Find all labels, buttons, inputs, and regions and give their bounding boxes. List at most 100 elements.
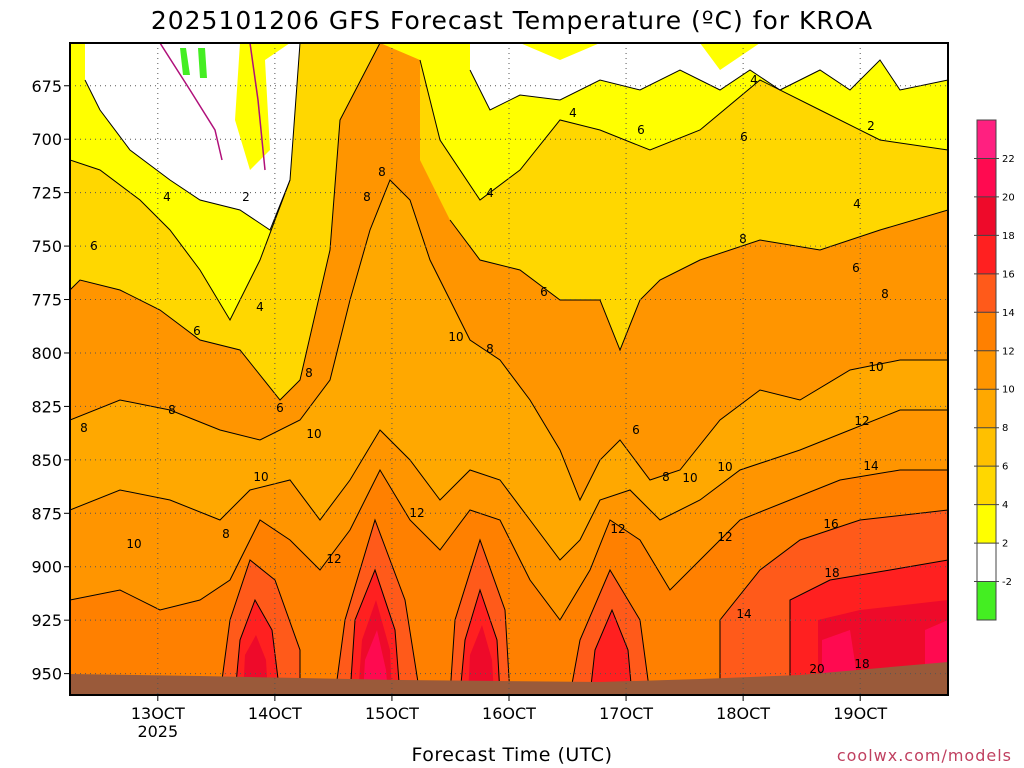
contour-label: 6 bbox=[637, 123, 645, 137]
x-tick-label: 14OCT bbox=[248, 704, 302, 723]
x-tick-label: 16OCT bbox=[482, 704, 536, 723]
terrain bbox=[70, 662, 948, 695]
contour-label: 10 bbox=[717, 460, 732, 474]
colorbar-label: 2 bbox=[1002, 539, 1008, 550]
colorbar-label: 4 bbox=[1002, 500, 1008, 511]
x-tick-label: 13OCT bbox=[131, 704, 185, 723]
contour-line bbox=[70, 43, 301, 322]
freezing-contour bbox=[159, 43, 266, 171]
contour-label: 8 bbox=[486, 342, 494, 356]
x-axis-label: Forecast Time (UTC) bbox=[411, 744, 613, 766]
x-tick-label: 15OCT bbox=[365, 704, 419, 723]
y-tick-label: 800 bbox=[31, 344, 62, 363]
contour-label: 8 bbox=[739, 232, 747, 246]
contour-label: 4 bbox=[750, 73, 758, 87]
colorbar-swatch bbox=[977, 543, 996, 583]
contour-label: 8 bbox=[662, 470, 670, 484]
credit-link[interactable]: coolwx.com/models bbox=[836, 746, 1012, 765]
grid bbox=[70, 43, 948, 695]
y-tick-label: 700 bbox=[31, 130, 62, 149]
contour-label: 8 bbox=[363, 190, 371, 204]
colorbar-label: 20 bbox=[1002, 192, 1015, 203]
colorbar-label: 12 bbox=[1002, 346, 1015, 357]
contour-label: 6 bbox=[90, 239, 98, 253]
colorbar-label: 10 bbox=[1002, 385, 1015, 396]
y-tick-label: 825 bbox=[31, 397, 62, 416]
colorbar-swatch bbox=[977, 158, 996, 198]
colorbar-swatch bbox=[977, 312, 996, 352]
y-tick-label: 900 bbox=[31, 558, 62, 577]
contour-label: 6 bbox=[852, 261, 860, 275]
contour-label: 2 bbox=[867, 119, 875, 133]
contour-label: 6 bbox=[193, 324, 201, 338]
y-tick-label: 850 bbox=[31, 451, 62, 470]
contour-label: 16 bbox=[823, 517, 838, 531]
y-tick-label: 750 bbox=[31, 237, 62, 256]
temp-band bbox=[220, 510, 948, 695]
contour-label: 10 bbox=[868, 360, 883, 374]
colorbar-label: 14 bbox=[1002, 308, 1015, 319]
contour-label: 18 bbox=[824, 566, 839, 580]
x-tick-sublabel: 2025 bbox=[137, 722, 178, 741]
colorbar-label: -2 bbox=[1002, 577, 1012, 588]
colorbar-swatch bbox=[977, 389, 996, 429]
colorbar-label: 18 bbox=[1002, 231, 1015, 242]
contour-label: 6 bbox=[540, 285, 548, 299]
contour-line bbox=[70, 179, 948, 502]
contour-label: 8 bbox=[378, 165, 386, 179]
contour-label: 8 bbox=[168, 403, 176, 417]
colorbar-swatch bbox=[977, 350, 996, 390]
colorbar-swatch bbox=[977, 273, 996, 313]
x-tick-label: 19OCT bbox=[833, 704, 887, 723]
contour-label: 8 bbox=[222, 527, 230, 541]
contour-label: 8 bbox=[80, 421, 88, 435]
contour-label: 4 bbox=[569, 106, 577, 120]
contour-label: 8 bbox=[305, 366, 313, 380]
temp-band bbox=[70, 43, 380, 400]
contour-label: 4 bbox=[853, 197, 861, 211]
contour-label: 4 bbox=[256, 300, 264, 314]
contour-line bbox=[419, 59, 948, 201]
contour-line bbox=[234, 559, 948, 695]
contour-label: 4 bbox=[486, 186, 494, 200]
colorbar-label: 22 bbox=[1002, 154, 1015, 165]
temp-band bbox=[180, 48, 207, 78]
temp-band bbox=[470, 43, 948, 110]
contour-label: 4 bbox=[163, 190, 171, 204]
contour-label: 6 bbox=[276, 401, 284, 415]
colorbar-swatch bbox=[977, 427, 996, 467]
contour-label: 10 bbox=[126, 537, 141, 551]
contour-label: 12 bbox=[717, 530, 732, 544]
y-tick-label: 675 bbox=[31, 77, 62, 96]
contour-label: 10 bbox=[306, 427, 321, 441]
contour-label: 14 bbox=[863, 459, 878, 473]
y-tick-label: 950 bbox=[31, 665, 62, 684]
colorbar-label: 8 bbox=[1002, 423, 1008, 434]
temp-band bbox=[363, 620, 948, 695]
colorbar-swatch bbox=[977, 581, 996, 621]
colorbar-swatch bbox=[977, 466, 996, 506]
temp-band bbox=[420, 60, 948, 350]
colorbar-swatch bbox=[977, 235, 996, 275]
contour-label: 12 bbox=[610, 522, 625, 536]
x-tick-label: 18OCT bbox=[716, 704, 770, 723]
colorbar-swatch bbox=[977, 504, 996, 544]
contour-line bbox=[84, 79, 291, 231]
contour-line bbox=[70, 43, 381, 401]
colorbar-swatch bbox=[977, 196, 996, 236]
colorbar-frame bbox=[976, 119, 997, 621]
contour-line bbox=[70, 409, 948, 561]
contour-label: 18 bbox=[854, 657, 869, 671]
contour-label: 20 bbox=[809, 662, 824, 676]
contour-label: 12 bbox=[854, 414, 869, 428]
contour-label: 10 bbox=[682, 471, 697, 485]
contour-label: 14 bbox=[736, 607, 751, 621]
chart-title: 2025101206 GFS Forecast Temperature (ºC)… bbox=[150, 6, 874, 35]
colorbar-label: 16 bbox=[1002, 269, 1015, 280]
contour-label: 2 bbox=[242, 190, 250, 204]
contour-label: 10 bbox=[448, 330, 463, 344]
contour-label: 6 bbox=[740, 130, 748, 144]
colorbar-label: 6 bbox=[1002, 462, 1008, 473]
y-tick-label: 875 bbox=[31, 504, 62, 523]
